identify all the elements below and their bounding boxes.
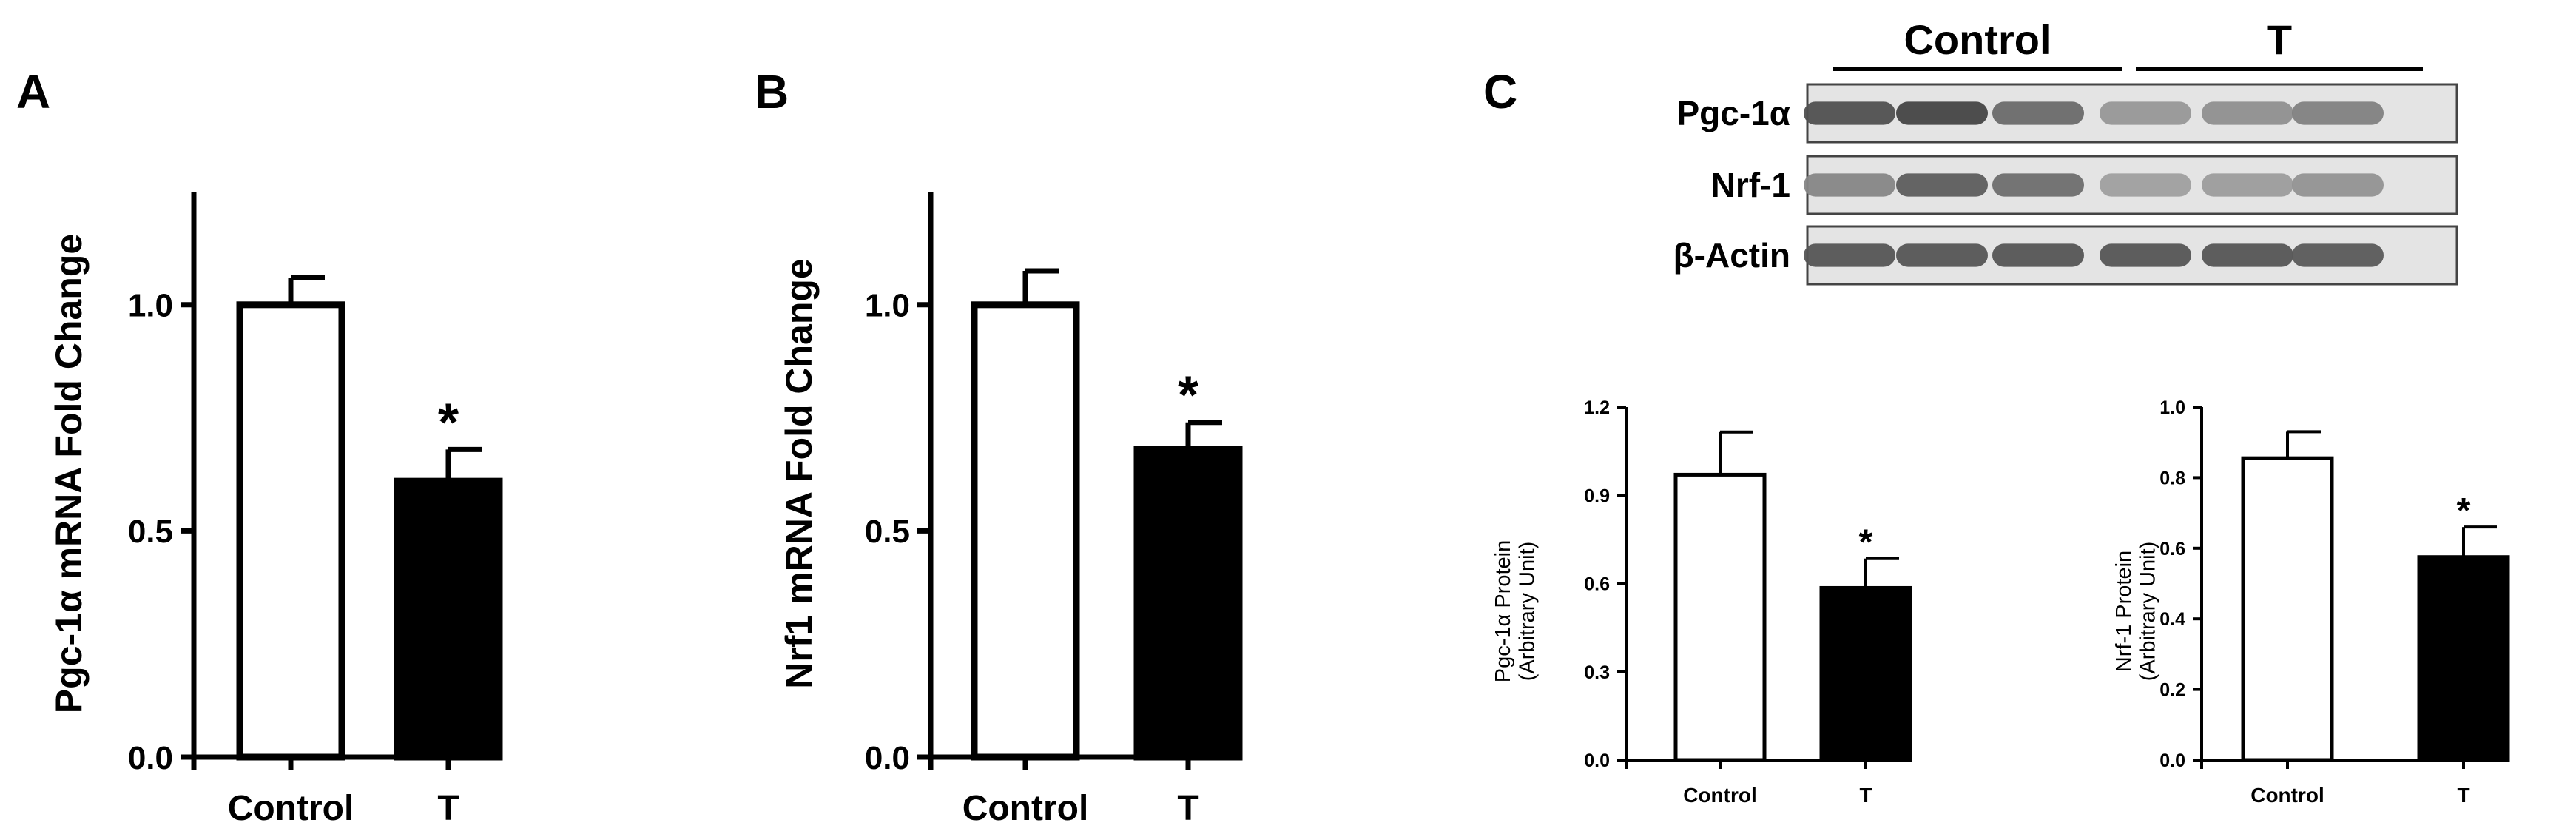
chart-nrf1-mrna: 0.0 0.5 1.0 Nrf1 mRNA Fold Change Control T * bbox=[778, 192, 1243, 828]
y-tick-label: 0.8 bbox=[2159, 468, 2185, 488]
blot-band bbox=[2100, 101, 2191, 125]
significance-marker: * bbox=[2457, 491, 2471, 531]
blot-band bbox=[1896, 243, 1988, 267]
blot-band bbox=[2202, 101, 2293, 125]
x-category-label: Control bbox=[228, 789, 354, 828]
y-tick-label: 0.6 bbox=[1584, 574, 1610, 595]
blot-band bbox=[2202, 243, 2293, 267]
blot-row-label: Pgc-1α bbox=[1676, 94, 1790, 132]
bar-control bbox=[2241, 456, 2334, 762]
blot-group-label: Control bbox=[1904, 16, 2051, 63]
blot-band bbox=[1896, 101, 1988, 125]
y-tick-label: 0.0 bbox=[1584, 750, 1610, 771]
blot-band bbox=[1992, 243, 2084, 267]
y-axis-label: Nrf-1 Protein bbox=[2112, 551, 2136, 672]
y-tick-label: 1.0 bbox=[128, 288, 173, 324]
blot-row-label: Nrf-1 bbox=[1711, 166, 1790, 204]
bar-control bbox=[971, 301, 1080, 761]
y-tick-label: 0.0 bbox=[865, 740, 910, 776]
bar-t bbox=[2417, 555, 2510, 762]
blot-band bbox=[1804, 101, 1895, 125]
significance-marker: * bbox=[1178, 366, 1198, 426]
x-category-label: Control bbox=[962, 789, 1089, 828]
significance-marker: * bbox=[1859, 523, 1873, 562]
blot-band bbox=[1992, 101, 2084, 125]
y-tick-label: 1.0 bbox=[865, 288, 910, 324]
y-tick-label: 0.3 bbox=[1584, 662, 1610, 683]
blot-band bbox=[2202, 173, 2293, 197]
y-tick-label: 0.2 bbox=[2159, 680, 2185, 701]
blot-band bbox=[1804, 243, 1895, 267]
y-tick-label: 1.2 bbox=[1584, 397, 1610, 418]
x-category-label: T bbox=[2457, 784, 2469, 807]
y-axis-label: (Arbitrary Unit) bbox=[2136, 542, 2159, 682]
blot-band bbox=[1896, 173, 1988, 197]
x-category-label: Control bbox=[1683, 784, 1757, 807]
bar-control bbox=[1673, 472, 1767, 762]
y-axis-label: (Arbitrary Unit) bbox=[1515, 542, 1539, 682]
blot-band bbox=[2292, 101, 2384, 125]
x-category-label: T bbox=[1859, 784, 1872, 807]
significance-marker: * bbox=[438, 393, 459, 452]
y-tick-label: 1.0 bbox=[2159, 397, 2185, 418]
bar-t bbox=[1133, 446, 1243, 761]
blot-band bbox=[2292, 173, 2384, 197]
chart-pgc1a-protein: 0.0 0.3 0.6 0.9 1.2 Pgc-1α Protein (Arbitrary … bbox=[1491, 397, 1912, 807]
x-category-label: T bbox=[1177, 789, 1198, 828]
y-tick-label: 0.6 bbox=[2159, 539, 2185, 559]
blot-band bbox=[2100, 243, 2191, 267]
y-tick-label: 0.0 bbox=[2159, 750, 2185, 771]
chart-pgc1a-mrna: 0.0 0.5 1.0 Pgc-1α mRNA Fold Change Control T… bbox=[48, 192, 503, 828]
blot-band bbox=[1992, 173, 2084, 197]
panel-label-b: B bbox=[755, 65, 789, 118]
blot-band bbox=[1804, 173, 1895, 197]
blot-band bbox=[2100, 173, 2191, 197]
blot-group-label: T bbox=[2267, 16, 2292, 63]
y-tick-label: 0.9 bbox=[1584, 485, 1610, 506]
y-tick-label: 0.5 bbox=[865, 514, 910, 550]
x-category-label: T bbox=[437, 789, 459, 828]
bar-t bbox=[394, 477, 503, 761]
y-tick-label: 0.0 bbox=[128, 740, 173, 776]
y-axis-label: Nrf1 mRNA Fold Change bbox=[778, 258, 820, 689]
blot-row-label: β-Actin bbox=[1673, 236, 1790, 275]
y-tick-label: 0.4 bbox=[2159, 609, 2185, 630]
bar-t bbox=[1819, 585, 1912, 762]
panel-label-c: C bbox=[1483, 65, 1517, 118]
chart-nrf1-protein: 0.0 0.2 0.4 0.6 0.8 1.0 Nrf-1 Protein (Arbitrar… bbox=[2112, 397, 2510, 807]
x-category-label: Control bbox=[2250, 784, 2324, 807]
bar-control bbox=[236, 301, 345, 761]
y-axis-label: Pgc-1α Protein bbox=[1491, 540, 1515, 682]
y-axis-label: Pgc-1α mRNA Fold Change bbox=[48, 234, 90, 713]
western-blot: Control T Pgc-1α Nrf-1 β-Actin bbox=[1673, 16, 2458, 286]
blot-band bbox=[2292, 243, 2384, 267]
y-tick-label: 0.5 bbox=[128, 514, 173, 550]
panel-label-a: A bbox=[16, 65, 50, 118]
